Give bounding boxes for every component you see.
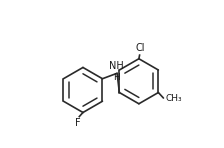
Text: NH: NH	[109, 61, 124, 71]
Text: F: F	[75, 118, 81, 128]
Text: H: H	[113, 73, 120, 82]
Text: Cl: Cl	[135, 43, 145, 53]
Text: CH₃: CH₃	[165, 94, 182, 103]
